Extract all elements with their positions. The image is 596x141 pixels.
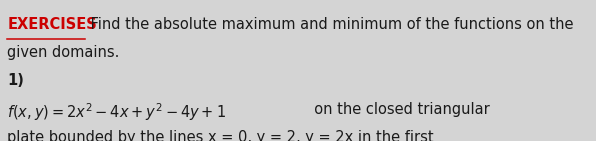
Text: on the closed triangular: on the closed triangular <box>305 102 490 116</box>
Text: given domains.: given domains. <box>7 45 120 60</box>
Text: Find the absolute maximum and minimum of the functions on the: Find the absolute maximum and minimum of… <box>86 17 574 32</box>
Text: $f(x, y) = 2x^2 - 4x + y^2 - 4y + 1$: $f(x, y) = 2x^2 - 4x + y^2 - 4y + 1$ <box>7 102 226 123</box>
Text: plate bounded by the lines x = 0, y = 2, y = 2x in the first: plate bounded by the lines x = 0, y = 2,… <box>7 130 434 141</box>
Text: 1): 1) <box>7 73 24 88</box>
Text: EXERCISES: EXERCISES <box>7 17 97 32</box>
